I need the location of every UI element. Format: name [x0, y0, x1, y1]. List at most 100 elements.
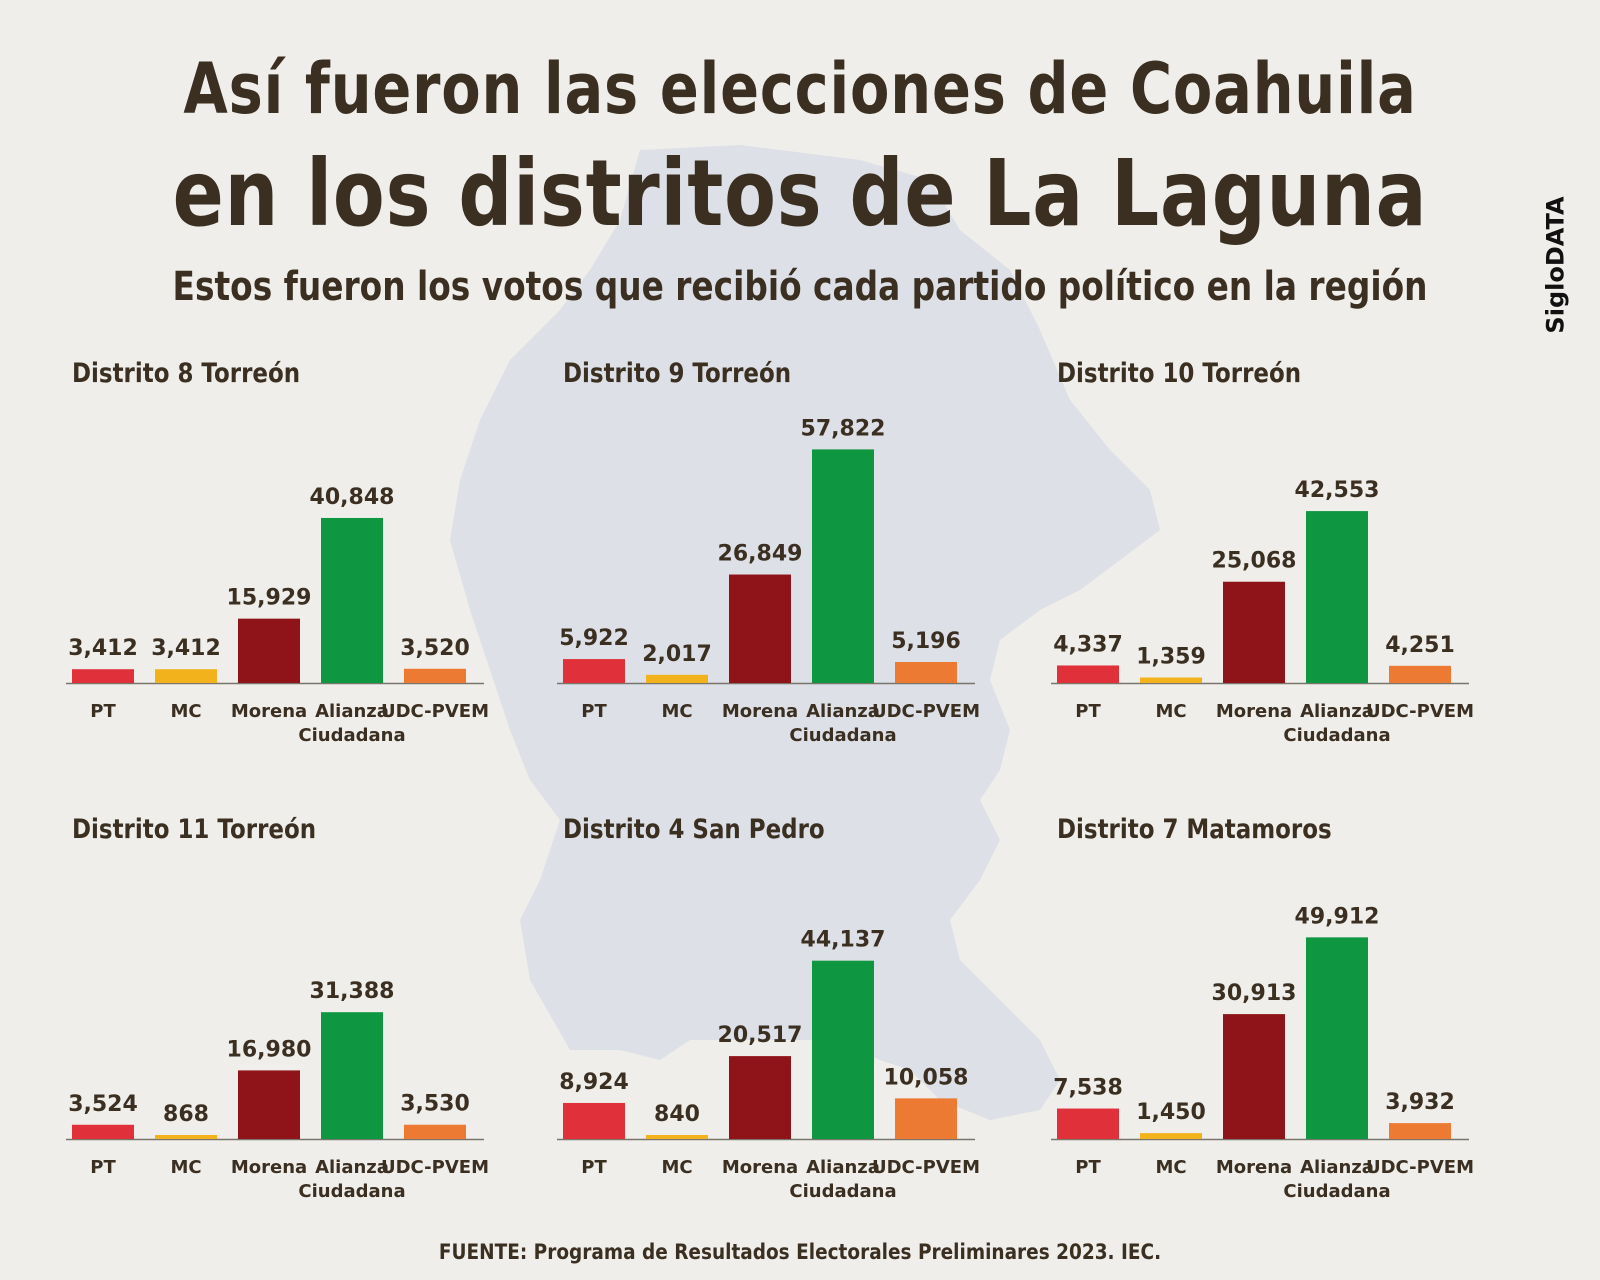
category-label-alianza: Alianza Ciudadana: [789, 1157, 896, 1202]
bar-pt: [72, 1124, 134, 1139]
category-label-udc-pvem: UDC-PVEM: [872, 1157, 980, 1178]
category-label-mc: MC: [1155, 701, 1186, 722]
category-label-udc-pvem: UDC-PVEM: [381, 701, 489, 722]
bar-alianza: [321, 517, 383, 683]
category-label-mc: MC: [170, 1157, 201, 1178]
bar-udc-pvem: [895, 662, 957, 683]
value-label-pt: 8,924: [559, 1070, 629, 1095]
bar-udc-pvem: [1389, 665, 1451, 683]
bar-morena: [238, 618, 300, 683]
value-label-alianza: 31,388: [310, 979, 395, 1004]
category-label-alianza: Alianza Ciudadana: [789, 701, 896, 746]
page-title-line1: Así fueron las elecciones de Coahuila: [183, 48, 1417, 130]
bar-chart: 5,922 PT 2,017 MC 26,849 Morena 57,822 Alianza C…: [557, 416, 980, 746]
category-label-alianza: Alianza Ciudadana: [1283, 1157, 1390, 1202]
bar-udc-pvem: [895, 1098, 957, 1139]
page-subtitle: Estos fueron los votos que recibió cada …: [172, 264, 1428, 310]
chart-title: Distrito 8 Torreón: [72, 358, 301, 389]
bar-udc-pvem: [404, 668, 466, 683]
value-label-mc: 3,412: [151, 636, 221, 661]
bar-mc: [1140, 677, 1202, 683]
category-label-pt: PT: [581, 1157, 607, 1178]
bar-morena: [1223, 1014, 1285, 1139]
page-title-line2: en los distritos de La Laguna: [172, 140, 1428, 247]
value-label-pt: 7,538: [1053, 1076, 1123, 1101]
value-label-pt: 4,337: [1053, 632, 1123, 657]
brand-logo: SigloDATA: [1536, 180, 1576, 350]
category-label-morena: Morena: [1216, 701, 1292, 722]
bar-pt: [1057, 1108, 1119, 1139]
bar-morena: [729, 574, 791, 683]
chart-distrito-8: Distrito 8 Torreón 3,412 PT 3,412 MC 15,929 M…: [66, 358, 542, 778]
value-label-morena: 16,980: [227, 1037, 312, 1062]
category-label-morena: Morena: [231, 701, 307, 722]
category-label-pt: PT: [581, 701, 607, 722]
map-shape: [450, 145, 1160, 1120]
bar-morena: [729, 1056, 791, 1139]
category-label-mc: MC: [661, 701, 692, 722]
value-label-mc: 840: [654, 1102, 700, 1127]
chart-distrito-4: Distrito 4 San Pedro 8,924 PT 840 MC 20,517 M…: [557, 814, 1033, 1234]
category-label-udc-pvem: UDC-PVEM: [381, 1157, 489, 1178]
value-label-morena: 25,068: [1212, 549, 1297, 574]
bar-alianza: [812, 960, 874, 1139]
value-label-mc: 2,017: [642, 642, 712, 667]
bar-mc: [155, 1135, 217, 1139]
value-label-alianza: 57,822: [801, 416, 886, 441]
bar-chart: 3,412 PT 3,412 MC 15,929 Morena 40,848 Alianza C…: [66, 485, 489, 746]
value-label-pt: 3,412: [68, 636, 138, 661]
chart-distrito-9: Distrito 9 Torreón 5,922 PT 2,017 MC 26,849 M…: [557, 358, 1033, 778]
category-label-udc-pvem: UDC-PVEM: [1366, 1157, 1474, 1178]
bar-morena: [1223, 581, 1285, 683]
value-label-pt: 5,922: [559, 626, 629, 651]
brand-text: SigloDATA: [1542, 196, 1570, 334]
category-label-morena: Morena: [1216, 1157, 1292, 1178]
bar-mc: [646, 674, 708, 683]
bar-chart: 7,538 PT 1,450 MC 30,913 Morena 49,912 Alianza C…: [1051, 904, 1474, 1202]
value-label-mc: 1,450: [1136, 1100, 1206, 1125]
chart-distrito-7: Distrito 7 Matamoros 7,538 PT 1,450 MC 30,91…: [1051, 814, 1527, 1234]
category-label-morena: Morena: [722, 701, 798, 722]
category-label-mc: MC: [1155, 1157, 1186, 1178]
category-label-mc: MC: [661, 1157, 692, 1178]
bar-alianza: [1306, 937, 1368, 1139]
category-label-alianza: Alianza Ciudadana: [298, 1157, 405, 1202]
bar-udc-pvem: [1389, 1123, 1451, 1139]
chart-title: Distrito 4 San Pedro: [563, 814, 825, 845]
chart-title: Distrito 9 Torreón: [563, 358, 792, 389]
value-label-udc-pvem: 4,251: [1385, 633, 1455, 658]
bar-pt: [563, 1102, 625, 1139]
value-label-mc: 868: [163, 1102, 209, 1127]
bar-morena: [238, 1070, 300, 1139]
bar-mc: [646, 1135, 708, 1139]
value-label-udc-pvem: 3,530: [400, 1092, 470, 1117]
category-label-pt: PT: [1075, 701, 1101, 722]
category-label-pt: PT: [90, 1157, 116, 1178]
bar-udc-pvem: [404, 1124, 466, 1139]
value-label-mc: 1,359: [1136, 645, 1206, 670]
value-label-alianza: 40,848: [310, 485, 395, 510]
chart-distrito-11: Distrito 11 Torreón 3,524 PT 868 MC 16,980 Mo…: [66, 814, 542, 1234]
bar-alianza: [1306, 511, 1368, 683]
bar-chart: 4,337 PT 1,359 MC 25,068 Morena 42,553 Alianza C…: [1051, 478, 1474, 746]
value-label-morena: 26,849: [718, 542, 803, 567]
bar-alianza: [812, 449, 874, 683]
bar-pt: [563, 659, 625, 683]
value-label-morena: 15,929: [227, 586, 312, 611]
bar-alianza: [321, 1012, 383, 1139]
value-label-alianza: 44,137: [801, 928, 886, 953]
value-label-pt: 3,524: [68, 1092, 138, 1117]
value-label-morena: 20,517: [718, 1023, 803, 1048]
category-label-alianza: Alianza Ciudadana: [1283, 701, 1390, 746]
bar-pt: [72, 669, 134, 683]
category-label-mc: MC: [170, 701, 201, 722]
value-label-morena: 30,913: [1212, 981, 1297, 1006]
value-label-udc-pvem: 3,520: [400, 636, 470, 661]
value-label-udc-pvem: 5,196: [891, 629, 961, 654]
bar-mc: [1140, 1133, 1202, 1139]
chart-title: Distrito 10 Torreón: [1057, 358, 1302, 389]
bar-mc: [155, 669, 217, 683]
chart-title: Distrito 7 Matamoros: [1057, 814, 1332, 845]
category-label-pt: PT: [1075, 1157, 1101, 1178]
